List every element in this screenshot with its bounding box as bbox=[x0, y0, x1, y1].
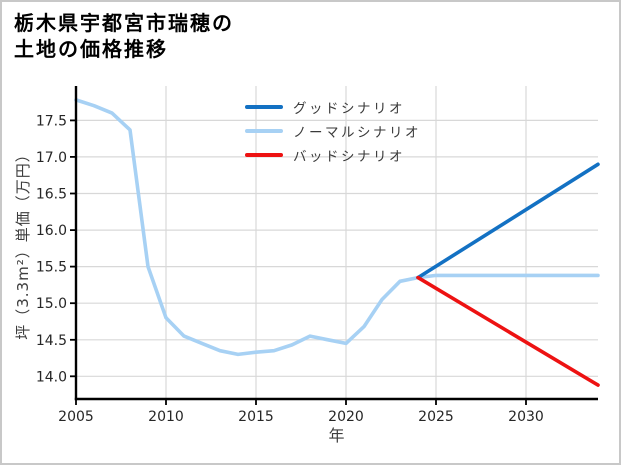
y-tick-label: 16.0 bbox=[36, 223, 67, 239]
legend: グッドシナリオ ノーマルシナリオ バッドシナリオ bbox=[245, 95, 421, 167]
y-axis-label: 坪（3.3m²）単価（万円） bbox=[14, 146, 32, 340]
legend-line-swatch bbox=[245, 129, 283, 133]
x-tick-label: 2020 bbox=[328, 409, 364, 425]
legend-line-swatch bbox=[245, 153, 283, 157]
series-line-2 bbox=[416, 275, 600, 387]
y-tick-label: 15.5 bbox=[36, 260, 67, 276]
legend-item: ノーマルシナリオ bbox=[245, 119, 421, 143]
y-tick-label: 14.0 bbox=[36, 369, 67, 385]
legend-line-swatch bbox=[245, 105, 283, 109]
legend-label: バッドシナリオ bbox=[293, 149, 405, 165]
chart-title: 栃木県宇都宮市瑞穂の 土地の価格推移 bbox=[14, 10, 234, 62]
y-tick-label: 15.0 bbox=[36, 296, 67, 312]
legend-item: グッドシナリオ bbox=[245, 95, 421, 119]
x-tick-label: 2010 bbox=[148, 409, 184, 425]
x-tick-label: 2030 bbox=[508, 409, 544, 425]
chart-title-line2: 土地の価格推移 bbox=[14, 37, 168, 61]
y-tick-label: 17.0 bbox=[36, 150, 67, 166]
series-line-1 bbox=[74, 98, 600, 357]
x-tick-label: 2005 bbox=[58, 409, 94, 425]
legend-label: グッドシナリオ bbox=[293, 101, 405, 117]
legend-label: ノーマルシナリオ bbox=[293, 125, 421, 141]
y-tick-label: 16.5 bbox=[36, 187, 67, 203]
x-tick-label: 2025 bbox=[418, 409, 454, 425]
x-axis-label: 年 bbox=[328, 426, 346, 445]
y-tick-label: 14.5 bbox=[36, 333, 67, 349]
y-tick-label: 17.5 bbox=[36, 113, 67, 129]
chart-title-line1: 栃木県宇都宮市瑞穂の bbox=[14, 11, 234, 35]
x-tick-label: 2015 bbox=[238, 409, 274, 425]
series-line-0 bbox=[416, 162, 600, 280]
legend-item: バッドシナリオ bbox=[245, 143, 421, 167]
